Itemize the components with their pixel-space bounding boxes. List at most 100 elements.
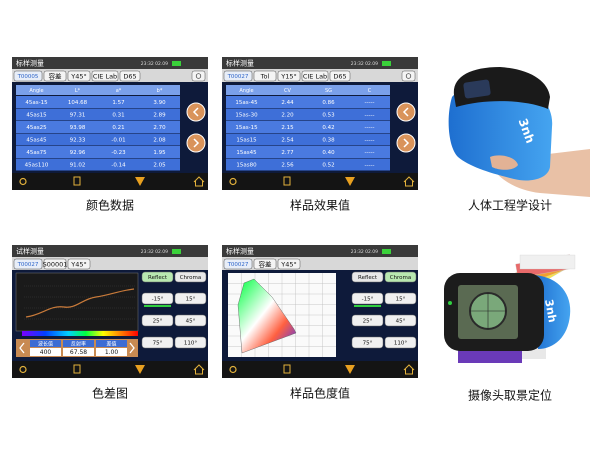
cell: 45as45 — [26, 137, 47, 143]
cell: 0.53 — [322, 112, 335, 118]
tab — [13, 70, 43, 82]
home-icon — [193, 176, 205, 187]
device-screen: 试样测量 23:32 02.09 T00027 S00001 Y45° 波长值 400 反射率… — [12, 245, 208, 378]
table-header — [16, 85, 180, 95]
column-header: b* — [157, 88, 163, 94]
cell: 97.31 — [70, 112, 86, 118]
camera-icon — [195, 73, 202, 79]
mode-button — [174, 271, 207, 283]
table-row — [226, 158, 390, 171]
cell: ----- — [365, 162, 375, 168]
cell: 92.33 — [70, 137, 86, 143]
cell: -0.14 — [111, 162, 126, 168]
table-header — [226, 85, 390, 95]
menu-arrow — [135, 177, 145, 186]
tab-label: T00027 — [227, 74, 249, 80]
product-photo: 3nh — [444, 254, 576, 363]
header-title: 标样测量 — [16, 59, 44, 68]
chromaticity-locus — [237, 278, 297, 354]
mode-label: Reflect — [148, 275, 168, 281]
device-screen: 标样测量 23:32 02.09 T00027 容差 Y45° Reflect Chroma… — [222, 245, 418, 378]
tab-label: 容差 — [259, 259, 273, 268]
tab-label: CIE Lab — [93, 72, 117, 80]
search-icon — [19, 365, 27, 374]
cell: 15as45 — [236, 150, 257, 156]
search-icon — [229, 177, 237, 186]
battery — [172, 61, 181, 66]
tab — [253, 258, 277, 270]
caption: 颜色数据 — [86, 198, 134, 213]
angle-label: 110° — [394, 340, 407, 346]
table-row — [16, 146, 180, 158]
chart-area — [15, 272, 139, 332]
cell: -0.23 — [111, 150, 126, 156]
cell: 15as80 — [236, 162, 257, 168]
menu-arrow — [345, 365, 355, 374]
cell: 2.15 — [281, 125, 294, 131]
angle-label: 15° — [186, 296, 196, 302]
angle-label: -15° — [152, 296, 164, 302]
cell: 2.05 — [153, 162, 166, 168]
caption: 摄像头取景定位 — [468, 388, 552, 403]
mode-label: Reflect — [358, 275, 378, 281]
readout-value-box — [96, 348, 127, 356]
cell: 92.96 — [70, 150, 86, 156]
angle-button — [351, 314, 384, 327]
bottom-bar — [222, 361, 418, 378]
battery — [382, 249, 391, 254]
spectral-curve — [25, 288, 135, 318]
cell: 2.08 — [153, 137, 166, 143]
menu-arrow — [135, 365, 145, 374]
table-row — [16, 121, 180, 133]
color-card — [519, 254, 576, 270]
angle-button — [174, 314, 207, 327]
cell: 1.57 — [112, 100, 125, 106]
clock: 23:32 02.09 — [351, 61, 378, 67]
angle-label: 45° — [186, 318, 196, 324]
cell: 45as110 — [25, 162, 49, 168]
table-row — [226, 133, 390, 146]
cell: 15as15 — [236, 137, 257, 143]
caption: 人体工程学设计 — [468, 198, 552, 213]
tab — [277, 70, 301, 82]
tab — [301, 70, 329, 82]
trash-icon — [73, 364, 81, 374]
angle-button — [174, 292, 207, 305]
header-bar — [222, 57, 418, 69]
trash-icon — [283, 364, 291, 374]
next-arrow — [129, 342, 135, 354]
cell: 0.40 — [322, 150, 335, 156]
angle-label: 110° — [184, 340, 197, 346]
trash-icon — [283, 176, 291, 186]
menu-arrow — [345, 177, 355, 186]
cell: 3.90 — [153, 100, 166, 106]
table-row — [226, 96, 390, 108]
readout-value-box — [63, 348, 94, 356]
tab-label: T00005 — [17, 74, 39, 80]
angle-label: -15° — [362, 296, 374, 302]
device-screen-glass — [463, 79, 491, 99]
cell: 2.70 — [153, 125, 166, 131]
column-header: a* — [116, 88, 122, 94]
readout-value: 67.58 — [70, 349, 87, 356]
product-photo: 3nh — [448, 67, 590, 197]
readout-label-box — [96, 340, 127, 347]
search-icon — [19, 177, 27, 186]
camera-icon — [405, 73, 412, 79]
angle-label: 75° — [363, 340, 373, 346]
tab — [67, 70, 91, 82]
cell: 104.68 — [68, 100, 88, 106]
tab — [13, 258, 43, 270]
tab-label: Tol — [260, 72, 270, 80]
tab — [43, 258, 67, 270]
angle-button — [141, 336, 174, 349]
caption: 样品效果值 — [290, 198, 350, 213]
cell: 0.52 — [322, 162, 334, 168]
device-screen: 标样测量 23:32 02.09 T00027 Tol Y15° CIE Lab D65 An… — [222, 57, 418, 190]
table-row — [16, 158, 180, 171]
trash-icon — [73, 176, 81, 186]
tab — [223, 70, 253, 82]
angle-button — [384, 314, 417, 327]
readout-label: 差值 — [106, 340, 116, 347]
